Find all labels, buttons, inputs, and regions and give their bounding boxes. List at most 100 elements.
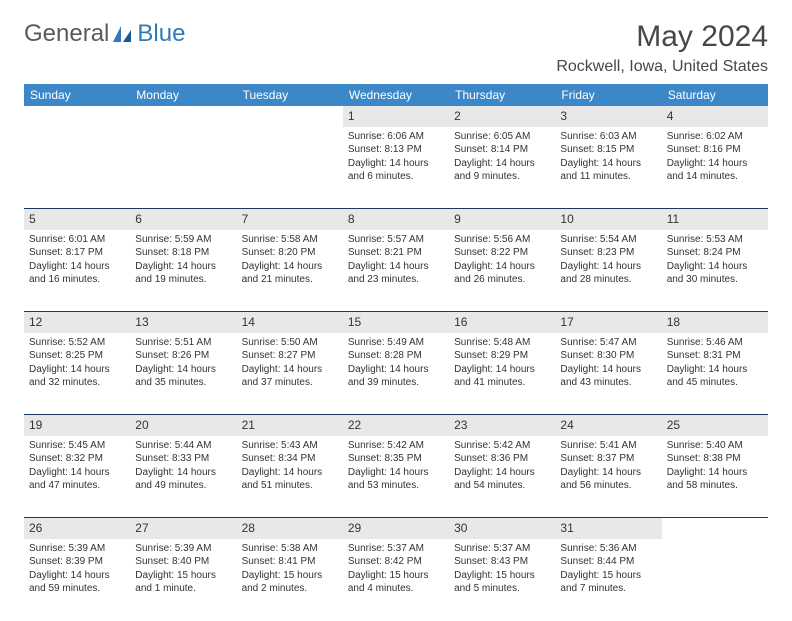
day-cell: Sunrise: 5:53 AMSunset: 8:24 PMDaylight:… <box>662 230 768 312</box>
daylight: and 45 minutes. <box>667 376 763 390</box>
sunrise: Sunrise: 5:57 AM <box>348 233 444 247</box>
sunrise: Sunrise: 5:50 AM <box>242 336 338 350</box>
daylight: and 32 minutes. <box>29 376 125 390</box>
day-cell: Sunrise: 5:49 AMSunset: 8:28 PMDaylight:… <box>343 333 449 415</box>
daynum-cell: 19 <box>24 415 130 436</box>
daynum-cell <box>130 106 236 127</box>
content-row: Sunrise: 5:45 AMSunset: 8:32 PMDaylight:… <box>24 436 768 518</box>
daylight: and 43 minutes. <box>560 376 656 390</box>
day-cell: Sunrise: 6:03 AMSunset: 8:15 PMDaylight:… <box>555 127 661 209</box>
daynum-cell <box>662 518 768 539</box>
day-number: 2 <box>454 109 461 123</box>
sunset: Sunset: 8:41 PM <box>242 555 338 569</box>
day-number: 1 <box>348 109 355 123</box>
daylight: Daylight: 14 hours <box>242 260 338 274</box>
daylight: and 2 minutes. <box>242 582 338 596</box>
daylight: Daylight: 14 hours <box>348 157 444 171</box>
daylight: Daylight: 14 hours <box>135 466 231 480</box>
daylight: Daylight: 14 hours <box>667 466 763 480</box>
daylight: and 4 minutes. <box>348 582 444 596</box>
sunset: Sunset: 8:40 PM <box>135 555 231 569</box>
day-number: 10 <box>560 212 573 226</box>
daynum-cell: 28 <box>237 518 343 539</box>
day-number: 23 <box>454 418 467 432</box>
daylight: and 1 minute. <box>135 582 231 596</box>
day-number: 12 <box>29 315 42 329</box>
day-cell: Sunrise: 5:57 AMSunset: 8:21 PMDaylight:… <box>343 230 449 312</box>
daynum-cell: 20 <box>130 415 236 436</box>
day-cell: Sunrise: 5:54 AMSunset: 8:23 PMDaylight:… <box>555 230 661 312</box>
daylight: Daylight: 15 hours <box>560 569 656 583</box>
day-number: 13 <box>135 315 148 329</box>
sunset: Sunset: 8:43 PM <box>454 555 550 569</box>
logo-sails-icon <box>111 24 135 44</box>
daynum-cell: 8 <box>343 209 449 230</box>
daynum-cell: 17 <box>555 312 661 333</box>
daylight: and 14 minutes. <box>667 170 763 184</box>
day-cell <box>130 127 236 209</box>
sunset: Sunset: 8:17 PM <box>29 246 125 260</box>
sunrise: Sunrise: 5:40 AM <box>667 439 763 453</box>
daynum-cell: 7 <box>237 209 343 230</box>
sunset: Sunset: 8:28 PM <box>348 349 444 363</box>
day-number: 5 <box>29 212 36 226</box>
daynum-cell: 16 <box>449 312 555 333</box>
daylight: Daylight: 14 hours <box>667 363 763 377</box>
content-row: Sunrise: 5:39 AMSunset: 8:39 PMDaylight:… <box>24 539 768 621</box>
day-number: 4 <box>667 109 674 123</box>
sunset: Sunset: 8:39 PM <box>29 555 125 569</box>
daylight: and 35 minutes. <box>135 376 231 390</box>
daynum-cell: 22 <box>343 415 449 436</box>
dow-friday: Friday <box>555 84 661 106</box>
sunrise: Sunrise: 5:38 AM <box>242 542 338 556</box>
daynum-cell: 11 <box>662 209 768 230</box>
daylight: Daylight: 14 hours <box>29 466 125 480</box>
daylight: Daylight: 14 hours <box>560 363 656 377</box>
daynum-cell: 4 <box>662 106 768 127</box>
day-cell: Sunrise: 6:06 AMSunset: 8:13 PMDaylight:… <box>343 127 449 209</box>
day-cell: Sunrise: 5:58 AMSunset: 8:20 PMDaylight:… <box>237 230 343 312</box>
sunset: Sunset: 8:42 PM <box>348 555 444 569</box>
day-cell: Sunrise: 5:51 AMSunset: 8:26 PMDaylight:… <box>130 333 236 415</box>
daylight: Daylight: 14 hours <box>667 260 763 274</box>
day-cell <box>662 539 768 621</box>
daynum-cell: 18 <box>662 312 768 333</box>
sunset: Sunset: 8:37 PM <box>560 452 656 466</box>
sunrise: Sunrise: 6:06 AM <box>348 130 444 144</box>
daylight: and 58 minutes. <box>667 479 763 493</box>
day-number: 25 <box>667 418 680 432</box>
sunrise: Sunrise: 6:02 AM <box>667 130 763 144</box>
day-number: 18 <box>667 315 680 329</box>
sunrise: Sunrise: 5:42 AM <box>454 439 550 453</box>
daynum-cell: 24 <box>555 415 661 436</box>
daylight: and 47 minutes. <box>29 479 125 493</box>
day-of-week-row: Sunday Monday Tuesday Wednesday Thursday… <box>24 84 768 106</box>
day-cell: Sunrise: 5:52 AMSunset: 8:25 PMDaylight:… <box>24 333 130 415</box>
daylight: and 6 minutes. <box>348 170 444 184</box>
daylight: Daylight: 14 hours <box>348 466 444 480</box>
day-number: 30 <box>454 521 467 535</box>
daynum-cell: 29 <box>343 518 449 539</box>
day-number: 19 <box>29 418 42 432</box>
daynum-cell: 23 <box>449 415 555 436</box>
daylight: and 49 minutes. <box>135 479 231 493</box>
sunrise: Sunrise: 5:51 AM <box>135 336 231 350</box>
daynum-cell: 1 <box>343 106 449 127</box>
day-number: 24 <box>560 418 573 432</box>
daylight: and 54 minutes. <box>454 479 550 493</box>
month-title: May 2024 <box>556 20 768 54</box>
daylight: and 37 minutes. <box>242 376 338 390</box>
daylight: and 41 minutes. <box>454 376 550 390</box>
sunset: Sunset: 8:26 PM <box>135 349 231 363</box>
daynum-cell <box>24 106 130 127</box>
dow-saturday: Saturday <box>662 84 768 106</box>
day-number: 29 <box>348 521 361 535</box>
daynum-cell: 10 <box>555 209 661 230</box>
daylight: and 51 minutes. <box>242 479 338 493</box>
sunrise: Sunrise: 5:52 AM <box>29 336 125 350</box>
daynum-cell: 27 <box>130 518 236 539</box>
day-number: 26 <box>29 521 42 535</box>
day-cell: Sunrise: 5:37 AMSunset: 8:42 PMDaylight:… <box>343 539 449 621</box>
day-number: 16 <box>454 315 467 329</box>
header: General Blue May 2024 Rockwell, Iowa, Un… <box>24 20 768 76</box>
